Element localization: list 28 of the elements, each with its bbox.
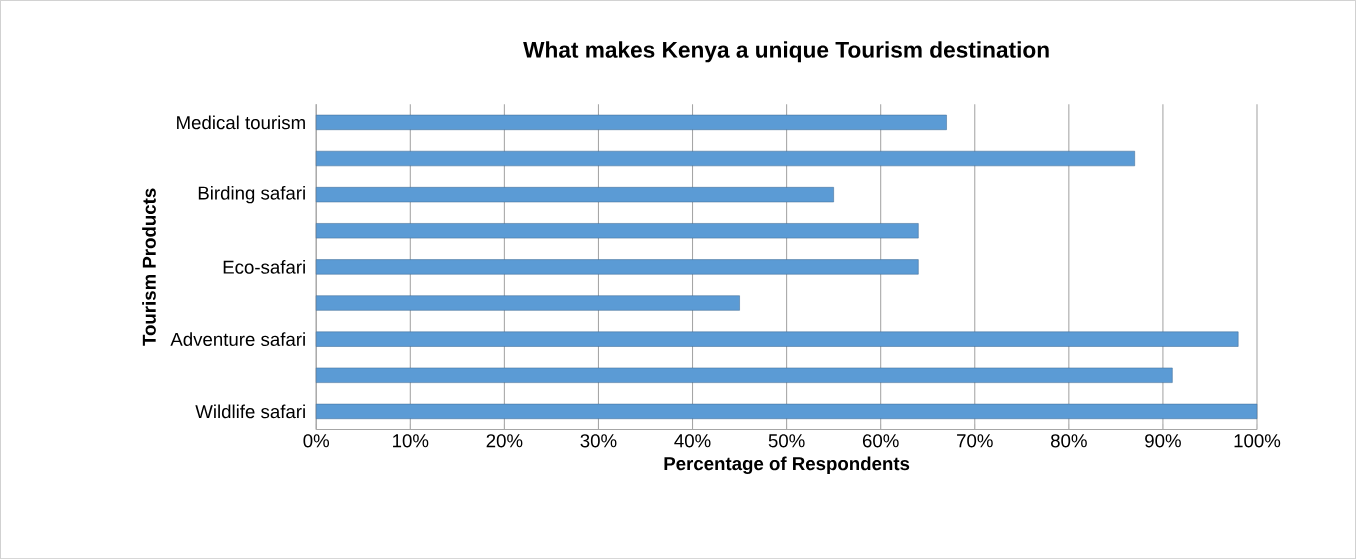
x-tick-label: 30% <box>580 434 617 448</box>
x-tick-label: 60% <box>862 434 899 448</box>
bar <box>315 403 1258 419</box>
y-tick-label: Adventure safari <box>170 332 305 346</box>
y-tick-label: Birding safari <box>198 185 305 204</box>
x-tick-label: 50% <box>768 434 805 448</box>
bar <box>315 331 1239 347</box>
y-tick-label: Eco-safari <box>223 259 305 274</box>
x-tick-label: 10% <box>393 434 429 448</box>
x-tick-label: 40% <box>674 434 711 448</box>
bar <box>315 150 1135 167</box>
bar <box>315 367 1173 383</box>
y-tick-label: Medical tourism <box>177 115 305 130</box>
chart-title: What makes Kenya a unique Tourism destination <box>523 41 1049 63</box>
bar <box>315 295 740 311</box>
x-tick-label: 20% <box>486 434 523 448</box>
y-tick-label: Wildlife safari <box>195 404 305 419</box>
bar <box>315 223 919 239</box>
x-tick-label: 90% <box>1145 434 1181 448</box>
y-axis-title: Tourism Products <box>142 188 156 346</box>
x-tick-label: 70% <box>957 434 993 448</box>
bar <box>315 114 947 130</box>
bar <box>315 186 834 203</box>
x-tick-label: 80% <box>1050 434 1087 448</box>
x-axis-title: Percentage of Respondents <box>664 456 910 474</box>
bar <box>315 259 919 275</box>
x-tick-label: 100% <box>1234 434 1281 448</box>
x-tick-label: 0% <box>303 434 330 448</box>
